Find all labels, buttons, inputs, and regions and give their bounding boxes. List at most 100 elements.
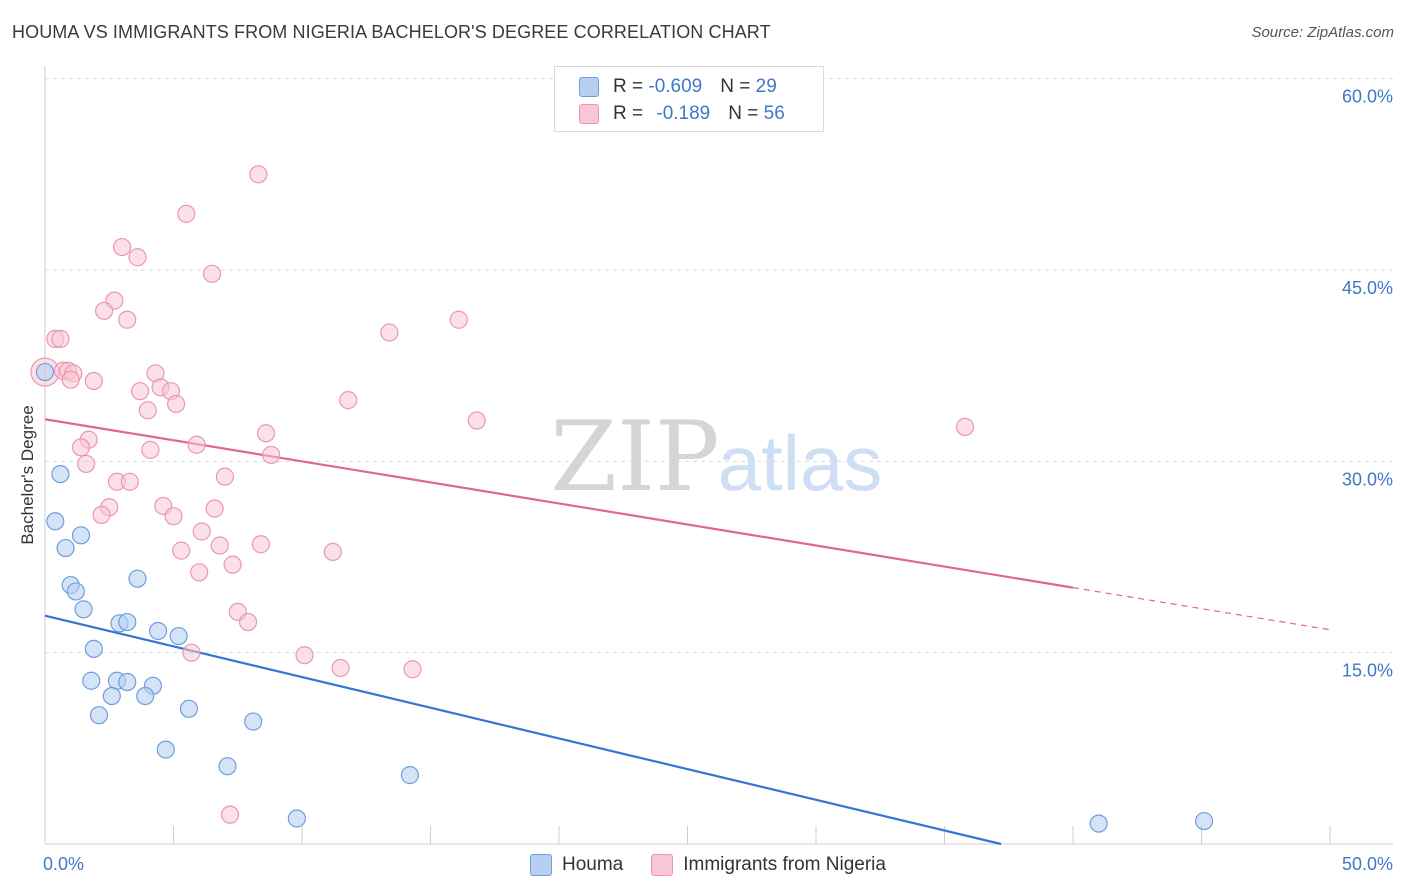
houma-n-label: N =	[720, 76, 756, 97]
nigeria-point	[51, 329, 70, 348]
nigeria-point	[120, 472, 139, 491]
houma-point	[148, 621, 168, 641]
nigeria-point	[295, 646, 314, 665]
nigeria-legend-swatch	[651, 854, 674, 876]
watermark-atlas: atlas	[718, 419, 883, 507]
nigeria-trend-line	[44, 418, 1074, 589]
nigeria-point	[251, 535, 270, 554]
y-tick-label: 60.0%	[1342, 87, 1393, 107]
houma-r-label: R =	[613, 76, 649, 97]
nigeria-swatch	[579, 104, 599, 124]
nigeria-point	[249, 165, 268, 184]
nigeria-point	[177, 204, 196, 223]
nigeria-point	[955, 417, 975, 436]
houma-point	[56, 538, 75, 558]
houma-point	[89, 706, 109, 725]
nigeria-point	[172, 541, 191, 560]
nigeria-point	[210, 536, 229, 555]
nigeria-point	[61, 370, 80, 389]
nigeria-point	[339, 391, 358, 410]
nigeria-point	[77, 454, 96, 473]
nigeria-point	[84, 371, 103, 391]
nigeria-point	[95, 301, 114, 320]
houma-point	[156, 740, 175, 759]
correlation-legend: R = -0.609 N = 29 R = -0.189 N = 56	[554, 66, 824, 132]
houma-trend-line	[44, 614, 1002, 846]
houma-point	[244, 712, 263, 731]
axes	[44, 66, 1393, 845]
nigeria-point	[112, 237, 132, 257]
nigeria-point	[141, 440, 160, 459]
y-tick-label: 30.0%	[1342, 469, 1393, 489]
houma-legend-swatch	[530, 854, 552, 876]
nigeria-trend-extension	[1072, 587, 1331, 631]
watermark-zip: ZIP	[550, 401, 719, 513]
nigeria-point	[166, 394, 186, 414]
gridlines	[45, 78, 1393, 654]
houma-point	[1194, 811, 1214, 831]
series-nigeria-points	[30, 165, 975, 824]
legend-item-nigeria[interactable]: Immigrants from Nigeria	[651, 854, 886, 876]
nigeria-point	[256, 424, 276, 443]
nigeria-point	[130, 382, 150, 401]
nigeria-point	[92, 505, 111, 525]
houma-r-value: -0.609	[648, 76, 703, 97]
nigeria-point	[331, 658, 350, 678]
nigeria-point	[223, 555, 242, 574]
houma-point	[400, 766, 420, 785]
houma-point	[118, 672, 137, 692]
nigeria-point	[380, 323, 399, 342]
x-tick-label: 0.0%	[43, 854, 84, 874]
houma-point	[66, 582, 85, 601]
trend-lines	[44, 418, 1331, 846]
nigeria-point	[190, 563, 209, 582]
houma-point	[35, 362, 55, 382]
houma-point	[169, 626, 188, 646]
nigeria-point	[467, 411, 486, 430]
houma-swatch	[579, 77, 599, 97]
y-tick-label: 15.0%	[1342, 661, 1393, 681]
houma-point	[218, 757, 237, 776]
nigeria-n-label: N =	[728, 103, 764, 124]
watermark: ZIP atlas	[550, 401, 882, 513]
houma-n-value: 29	[755, 76, 777, 97]
series-houma-points	[35, 362, 1214, 833]
houma-point	[118, 612, 137, 632]
nigeria-point	[138, 401, 157, 420]
houma-point	[102, 686, 121, 706]
nigeria-r-value: -0.189	[656, 103, 711, 124]
nigeria-point	[187, 435, 206, 454]
nigeria-point	[323, 542, 342, 561]
source-label: Source: ZipAtlas.com	[1251, 24, 1394, 41]
houma-point	[128, 569, 147, 588]
nigeria-point	[220, 805, 240, 824]
y-tick-label: 45.0%	[1342, 278, 1393, 298]
x-tick-label: 50.0%	[1342, 854, 1393, 874]
nigeria-point	[403, 660, 422, 679]
nigeria-legend-label: Immigrants from Nigeria	[683, 854, 886, 875]
series-legend: Houma Immigrants from Nigeria	[530, 852, 914, 878]
nigeria-point	[202, 264, 222, 283]
nigeria-point	[71, 438, 91, 457]
legend-row-nigeria: R = -0.189 N = 56	[579, 102, 785, 126]
nigeria-point	[262, 445, 281, 465]
legend-row-houma: R = -0.609 N = 29	[579, 75, 777, 99]
houma-point	[74, 600, 93, 619]
nigeria-n-value: 56	[763, 103, 785, 124]
nigeria-point	[128, 248, 147, 267]
nigeria-point	[182, 643, 201, 662]
chart-title: HOUMA VS IMMIGRANTS FROM NIGERIA BACHELO…	[12, 22, 771, 42]
houma-point	[84, 639, 103, 658]
houma-legend-label: Houma	[562, 854, 624, 875]
nigeria-point	[215, 467, 234, 486]
houma-point	[82, 671, 101, 690]
nigeria-point	[238, 612, 258, 632]
houma-point	[46, 512, 65, 531]
nigeria-point	[205, 499, 224, 518]
legend-item-houma[interactable]: Houma	[530, 854, 623, 876]
y-axis-label: Bachelor's Degree	[18, 405, 37, 545]
nigeria-point	[192, 522, 211, 541]
houma-point	[1089, 814, 1108, 833]
houma-point	[136, 686, 155, 706]
